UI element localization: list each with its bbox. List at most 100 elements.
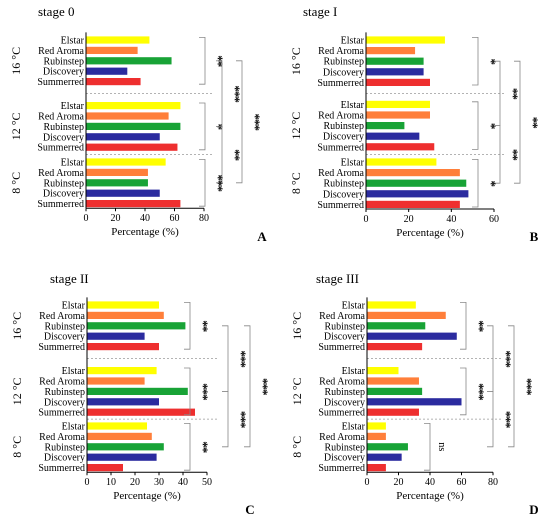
bracket-line [514, 60, 521, 184]
bar-discovery [367, 332, 457, 340]
category-label: Elstar [341, 100, 365, 111]
bracket-line [236, 60, 243, 184]
panel-label: C [245, 502, 254, 517]
category-label: Red Aroma [38, 112, 84, 123]
bar-summerred [87, 343, 159, 351]
bar-rubinstep [367, 387, 423, 395]
bracket-line [460, 367, 467, 416]
bar-elstar [87, 422, 147, 430]
category-label: Elstar [61, 36, 85, 47]
bar-summerred [87, 408, 195, 416]
bar-rubinstep [366, 57, 424, 65]
x-axis-label: Percentage (%) [396, 490, 464, 502]
category-label: Summerred [37, 143, 84, 154]
significance-label: *** [520, 378, 535, 395]
group-label: 16 °C [289, 47, 303, 75]
category-label: Summerred [318, 408, 365, 419]
category-label: Summerred [317, 142, 364, 153]
bar-rubinstep [367, 322, 426, 330]
bar-summerred [86, 200, 181, 208]
bar-rubinstep [86, 57, 172, 65]
bracket-line [472, 101, 479, 150]
significance-bracket: ** [216, 126, 243, 184]
x-tick-label: 40 [140, 213, 150, 224]
category-label: Discovery [44, 397, 85, 408]
significance-label: ** [196, 320, 211, 332]
category-label: Elstar [342, 366, 366, 377]
category-label: Elstar [342, 422, 366, 433]
bar-summerred [366, 143, 435, 151]
category-label: Discovery [44, 453, 85, 464]
category-label: Discovery [323, 67, 364, 78]
bracket-line [184, 301, 191, 350]
significance-bracket: ** [514, 60, 541, 184]
group-label: 12 °C [290, 377, 304, 405]
category-label: Rubinstep [43, 122, 84, 133]
panel-title: stage II [50, 271, 89, 286]
bar-elstar [367, 422, 386, 430]
bar-discovery [87, 398, 159, 406]
category-label: Discovery [324, 397, 365, 408]
significance-label: ** [526, 117, 541, 129]
bar-elstar [87, 301, 159, 309]
panel-title: stage I [303, 4, 337, 19]
group-label: 8 °C [9, 172, 23, 194]
group-label: 12 °C [289, 112, 303, 140]
bar-red-aroma [367, 311, 446, 319]
significance-label: ** [506, 88, 521, 100]
bar-elstar [86, 102, 181, 110]
category-label: Rubinstep [43, 56, 84, 67]
group-label: 16 °C [10, 312, 24, 340]
significance-bracket: *** [222, 390, 249, 448]
bar-elstar [366, 36, 445, 44]
bar-red-aroma [87, 311, 164, 319]
bracket-line [472, 158, 479, 208]
category-label: Elstar [341, 36, 365, 47]
bar-discovery [87, 332, 145, 340]
significance-bracket: ** [184, 422, 211, 471]
category-label: Rubinstep [324, 442, 365, 453]
category-label: Elstar [62, 301, 86, 312]
significance-label: *** [256, 378, 271, 395]
category-label: Elstar [62, 366, 86, 377]
significance-label: *** [234, 350, 249, 367]
x-tick-label: 50 [202, 477, 212, 488]
x-tick-label: 20 [404, 214, 414, 225]
group-label: 16 °C [290, 312, 304, 340]
bar-red-aroma [367, 377, 419, 385]
bar-discovery [87, 453, 157, 461]
bar-summerred [367, 343, 423, 351]
bar-red-aroma [366, 169, 460, 177]
bar-rubinstep [367, 443, 408, 451]
bar-elstar [86, 36, 150, 44]
bar-elstar [366, 158, 437, 166]
significance-bracket: * [472, 101, 499, 150]
bracket-line [244, 325, 251, 448]
bar-discovery [366, 68, 424, 76]
x-tick-label: 20 [111, 213, 121, 224]
category-label: Red Aroma [39, 432, 85, 443]
bar-rubinstep [86, 122, 181, 130]
category-label: Summerred [38, 408, 85, 419]
significance-bracket: *** [222, 325, 249, 392]
bracket-line [216, 126, 223, 184]
x-tick-label: 40 [446, 214, 456, 225]
x-tick-label: 60 [489, 214, 499, 225]
bar-discovery [366, 190, 469, 198]
category-label: Red Aroma [319, 311, 365, 322]
x-tick-label: 80 [199, 213, 209, 224]
x-tick-label: 0 [84, 213, 89, 224]
group-label: 8 °C [10, 436, 24, 458]
bracket-line [199, 158, 206, 207]
significance-label: * [484, 58, 499, 64]
category-label: Rubinstep [44, 442, 85, 453]
significance-label: ** [196, 441, 211, 453]
category-label: Red Aroma [39, 311, 85, 322]
